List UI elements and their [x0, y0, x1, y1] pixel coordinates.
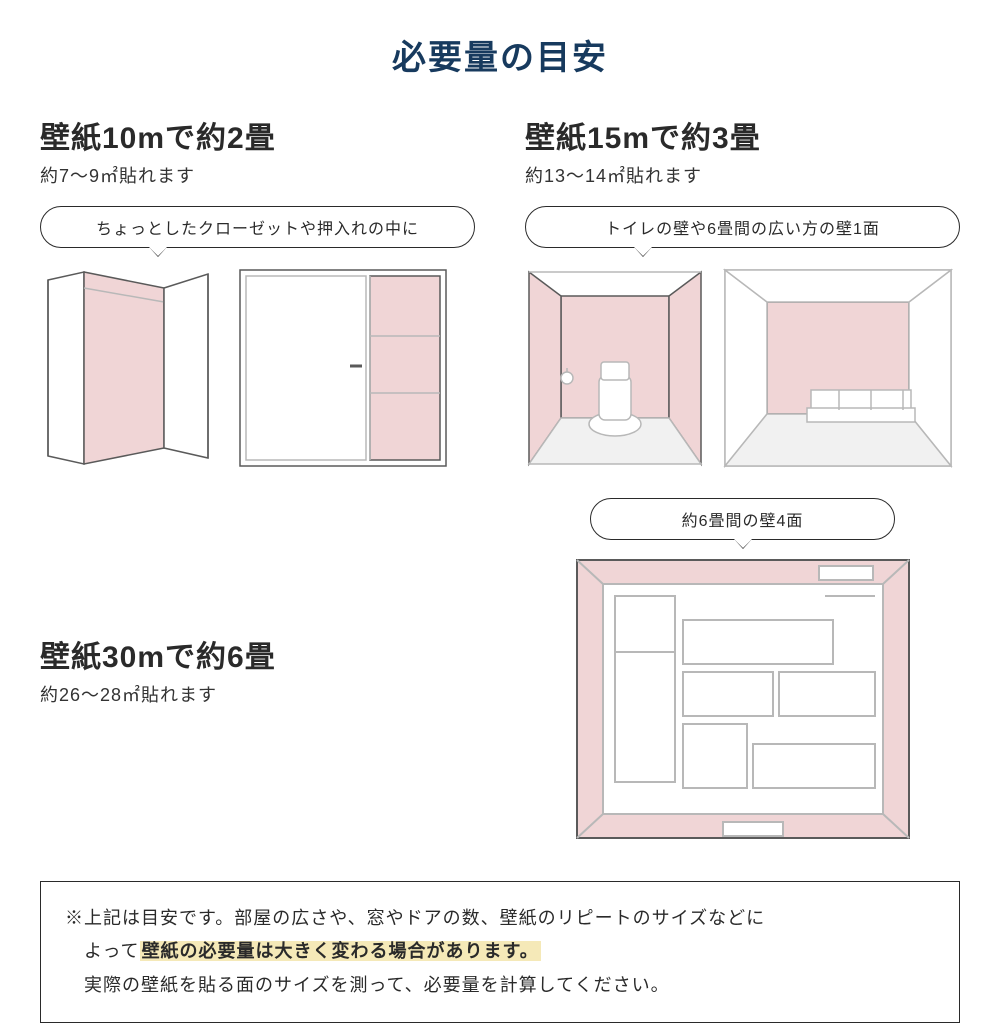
callout-bubble: トイレの壁や6畳間の広い方の壁1面 — [525, 206, 960, 248]
section-sub: 約13〜14㎡貼れます — [525, 162, 960, 188]
page-title: 必要量の目安 — [40, 30, 960, 79]
section-heading: 壁紙15mで約3畳 — [525, 119, 960, 158]
sections-grid: 壁紙10mで約2畳 約7〜9㎡貼れます ちょっとしたクローゼットや押入れの中に — [40, 119, 960, 846]
note-box: ※上記は目安です。部屋の広さや、窓やドアの数、壁紙のリピートのサイズなどに よっ… — [40, 881, 960, 1023]
note-line-3: 実際の壁紙を貼る面のサイズを測って、必要量を計算してください。 — [65, 969, 935, 1002]
section-sub: 約7〜9㎡貼れます — [40, 162, 475, 188]
toilet-illustration — [525, 268, 705, 468]
living-wall-illustration — [723, 268, 953, 468]
section-sub: 約26〜28㎡貼れます — [40, 681, 475, 707]
section-10m: 壁紙10mで約2畳 約7〜9㎡貼れます ちょっとしたクローゼットや押入れの中に — [40, 119, 475, 468]
callout-bubble: ちょっとしたクローゼットや押入れの中に — [40, 206, 475, 248]
note-line-2: よって壁紙の必要量は大きく変わる場合があります。 — [65, 935, 935, 968]
note-line-1: ※上記は目安です。部屋の広さや、窓やドアの数、壁紙のリピートのサイズなどに — [65, 902, 935, 935]
cabinet-illustration — [238, 268, 448, 468]
note-line-3-text: 実際の壁紙を貼る面のサイズを測って、必要量を計算してください。 — [84, 975, 670, 995]
section-heading: 壁紙30mで約6畳 — [40, 638, 475, 677]
closet-illustration — [40, 268, 220, 468]
section-15m: 壁紙15mで約3畳 約13〜14㎡貼れます トイレの壁や6畳間の広い方の壁1面 — [525, 119, 960, 468]
note-highlight: 壁紙の必要量は大きく変わる場合があります。 — [140, 941, 541, 961]
section-30m: 壁紙30mで約6畳 約26〜28㎡貼れます — [40, 638, 475, 707]
floorplan-illustration — [573, 556, 913, 846]
note-line-2a: よって — [84, 941, 140, 961]
section-30m-illustration: 約6畳間の壁4面 — [525, 498, 960, 846]
section-heading: 壁紙10mで約2畳 — [40, 119, 475, 158]
callout-bubble: 約6畳間の壁4面 — [590, 498, 895, 540]
